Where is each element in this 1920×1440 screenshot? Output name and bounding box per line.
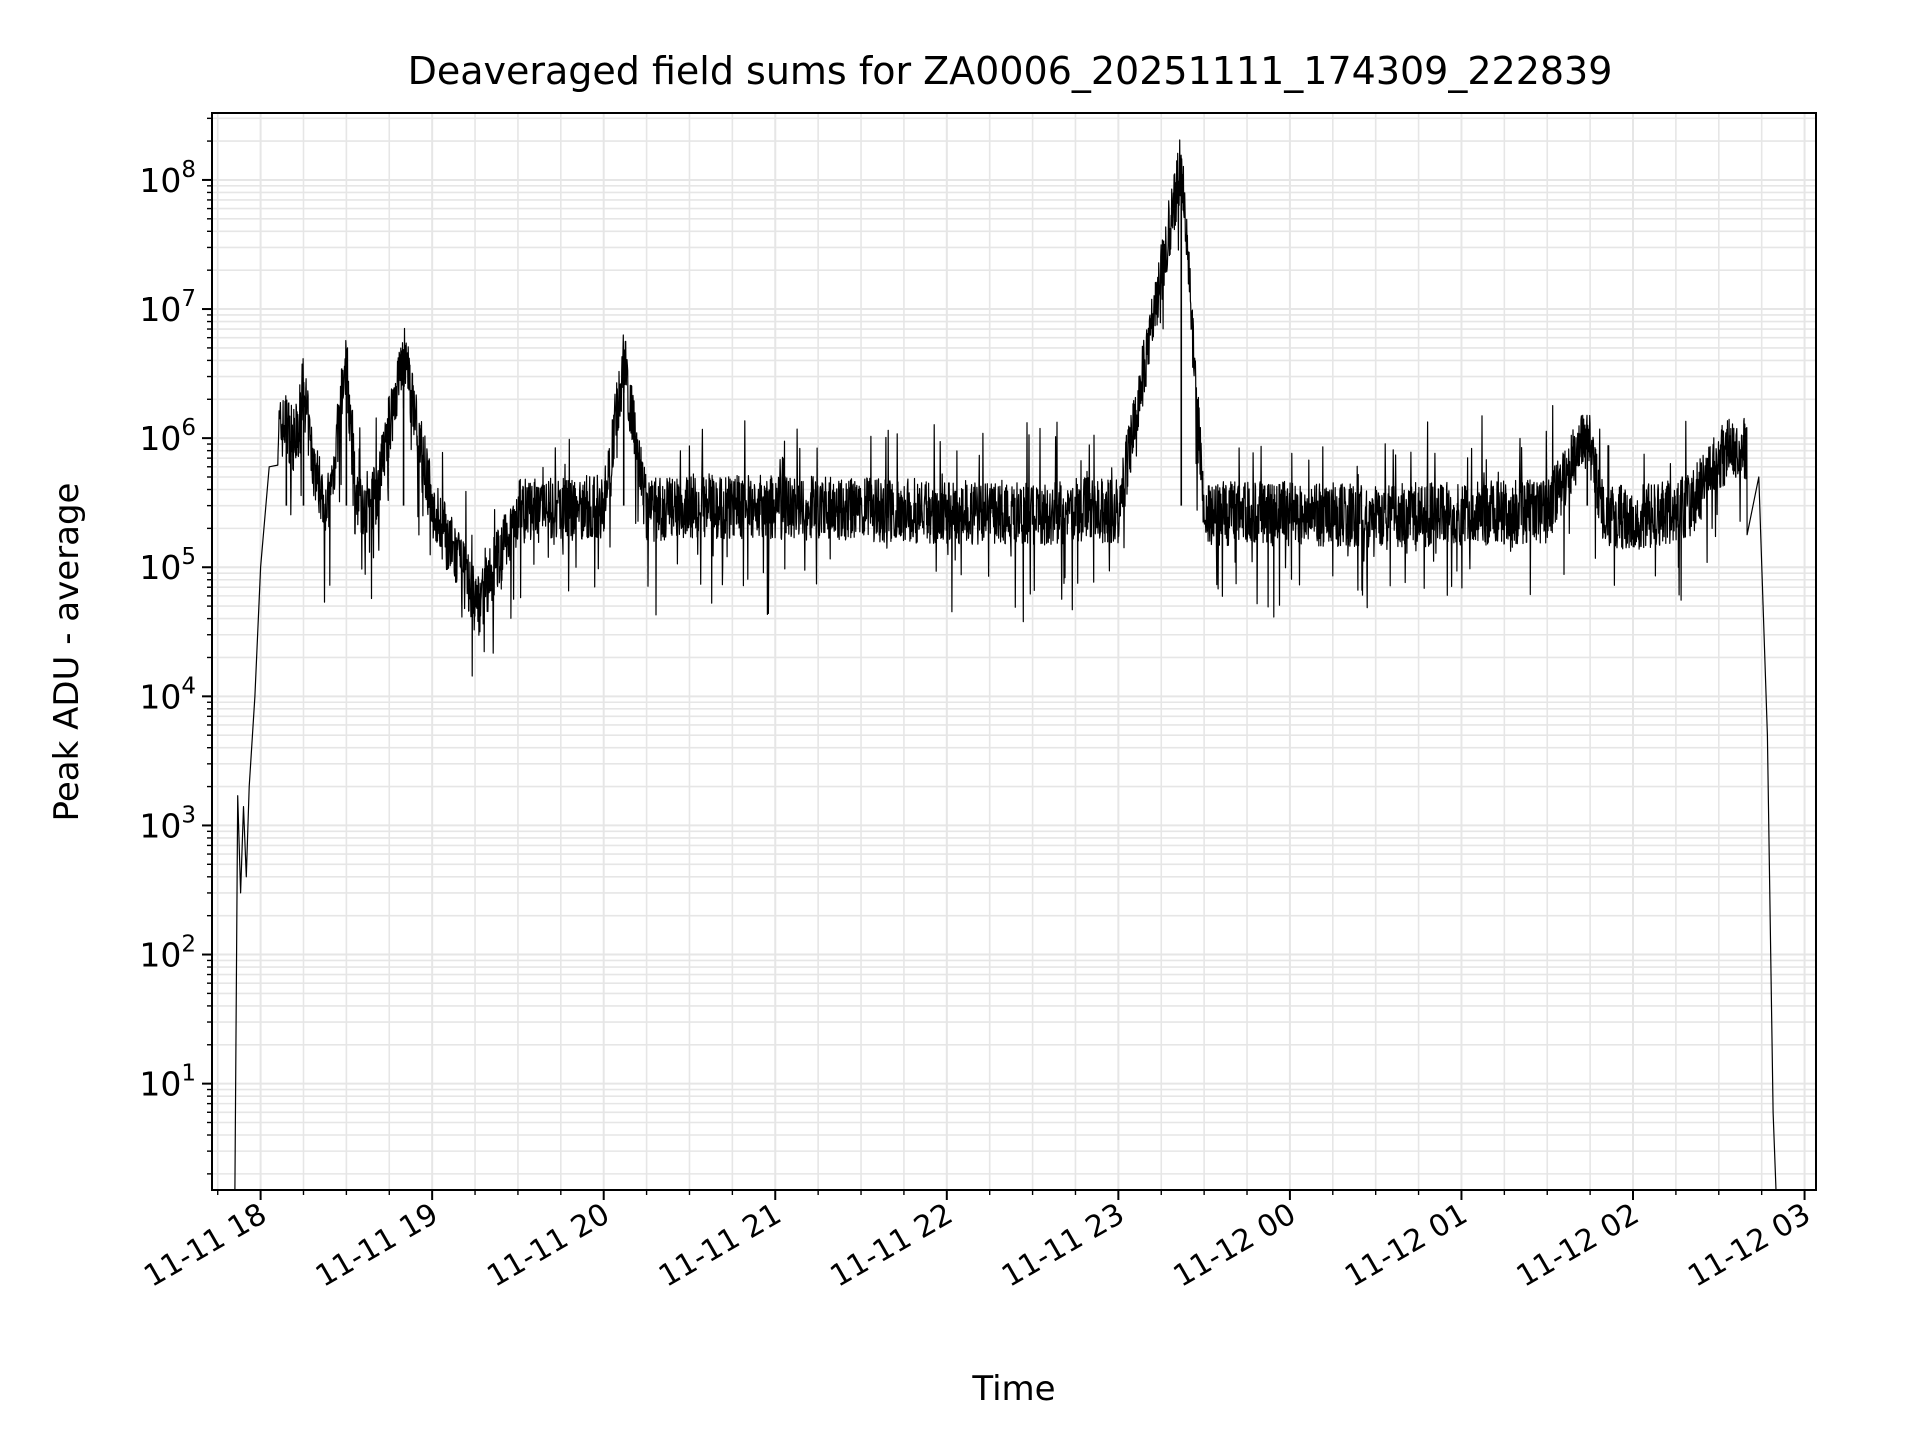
- series-line: [234, 139, 1777, 1190]
- y-tick-label: 107: [139, 286, 196, 329]
- x-tick-label: 11-11 20: [481, 1197, 615, 1295]
- x-tick-label: 11-11 22: [824, 1197, 958, 1295]
- y-tick-label: 102: [139, 932, 196, 975]
- x-tick-label: 11-12 02: [1511, 1197, 1645, 1295]
- y-axis-label: Peak ADU - average: [47, 483, 87, 822]
- grid: [212, 113, 1816, 1190]
- x-tick-label: 11-11 23: [996, 1197, 1130, 1295]
- x-tick-label: 11-11 19: [310, 1197, 444, 1295]
- y-tick-label: 104: [139, 673, 196, 716]
- y-tick-label: 108: [139, 157, 196, 200]
- x-tick-label: 11-11 18: [138, 1197, 272, 1295]
- plot-frame: [211, 112, 1817, 1191]
- x-axis: 11-11 18 11-11 19 11-11 20 11-11 21 11-11 22…: [138, 1190, 1817, 1295]
- x-axis-label: Time: [971, 1369, 1055, 1409]
- x-tick-label: 11-12 01: [1339, 1197, 1473, 1295]
- y-tick-label: 106: [139, 415, 196, 458]
- x-tick-label: 11-11 21: [653, 1197, 787, 1295]
- chart-title: Deaveraged field sums for ZA0006_2025111…: [408, 49, 1613, 93]
- x-tick-label: 11-12 00: [1168, 1197, 1302, 1295]
- y-tick-label: 105: [139, 544, 196, 587]
- x-tick-label: 11-12 03: [1682, 1197, 1816, 1295]
- y-tick-label: 101: [139, 1061, 196, 1104]
- y-tick-label: 103: [139, 802, 196, 845]
- y-axis: 101 102 103 104 105 106 107 108: [139, 117, 212, 1175]
- series-group: [234, 139, 1777, 1190]
